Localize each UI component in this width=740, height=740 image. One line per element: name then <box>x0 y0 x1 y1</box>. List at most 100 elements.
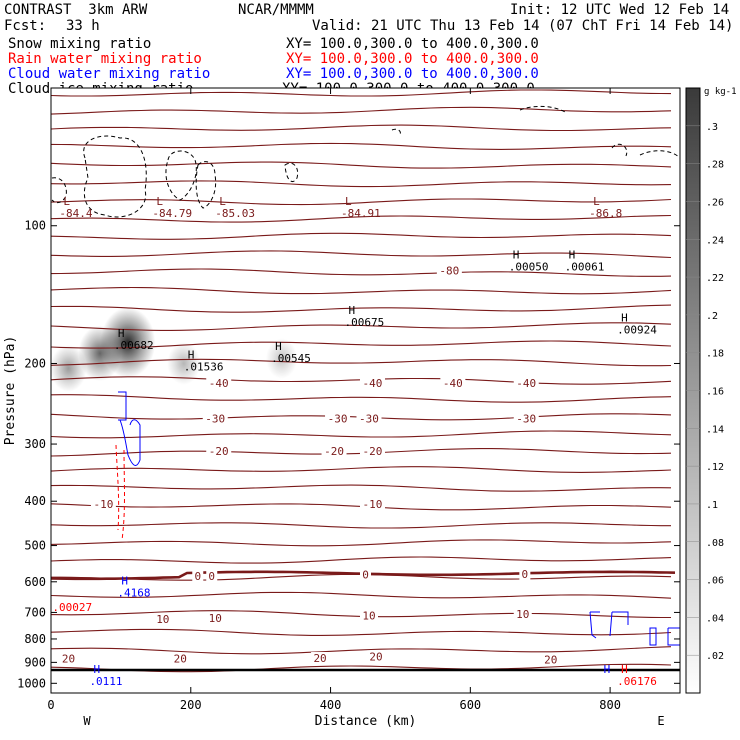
x-axis-label: Distance (km) <box>315 714 417 729</box>
colorbar-tick-label: .24 <box>706 235 724 246</box>
y-tick-label: 900 <box>24 655 46 669</box>
snow-contour <box>519 105 566 113</box>
contour-label: -40 <box>516 377 536 390</box>
snow-contour <box>165 150 197 201</box>
colorbar: .02 .04 .06 .08 .1 .12 .14 .16 .18 .2 .22 .24 .26 .28… <box>685 87 737 694</box>
contour-label: -20 <box>363 445 383 458</box>
isotherm-line <box>51 286 672 295</box>
valid-time: Valid: 21 UTC Thu 13 Feb 14 (07 ChT Fri … <box>312 18 734 34</box>
isotherm-line <box>51 89 672 97</box>
x-tick-label: 600 <box>459 698 481 712</box>
colorbar-tick-label: .16 <box>706 387 724 398</box>
colorbar-tick-label: .04 <box>706 613 724 624</box>
contour-label-bg <box>206 444 232 457</box>
contour-label-bg <box>325 412 351 425</box>
isotherm-line <box>51 663 672 673</box>
extremum-value: -84.4 <box>59 207 92 220</box>
colorbar-tick-label: .26 <box>706 197 724 208</box>
extremum-marker: H <box>569 249 576 262</box>
field-xy-cloud-water: XY= 100.0,300.0 to 400.0,300.0 <box>286 66 539 82</box>
isotherm-line <box>51 142 672 150</box>
extremum-marker: H <box>93 663 100 676</box>
model-title: CONTRAST 3km ARW <box>4 2 148 18</box>
extremum-marker: H <box>349 304 356 317</box>
y-tick-label: 1000 <box>17 676 46 690</box>
plot-frame <box>50 87 681 694</box>
isotherm-line <box>51 522 671 529</box>
colorbar-tick-label: .2 <box>706 311 718 322</box>
plot-background <box>51 88 680 693</box>
isotherm-line <box>51 430 672 439</box>
colorbar-unit: g kg-1 <box>704 87 737 97</box>
contour-label-bg <box>359 377 385 390</box>
snow-shade <box>167 342 201 385</box>
contour-label-bg <box>171 652 190 665</box>
colorbar-tick-label: .18 <box>706 349 724 360</box>
contour-label: 20 <box>369 650 382 663</box>
snow-shading <box>51 307 298 392</box>
contour-label: -40 <box>209 377 229 390</box>
contour-label-bg <box>59 652 78 665</box>
contour-label-bg <box>513 412 539 425</box>
extremum-marker: L <box>345 195 352 208</box>
isotherm-line <box>51 484 672 492</box>
contour-label: 10 <box>516 608 529 621</box>
extremum-value: .0111 <box>89 675 122 688</box>
contour-label-bg <box>359 498 385 511</box>
extremum-marker: H <box>275 340 282 353</box>
field-xy-rain: XY= 100.0,300.0 to 400.0,300.0 <box>286 51 539 67</box>
isotherm-line <box>51 466 672 473</box>
contour-labels: -80 -40 -40 -40 -40 -30 -30 -30 -30 -20 -20 -20 -10 -… <box>59 264 560 667</box>
snow-contour <box>83 135 147 218</box>
colorbar-tick-label: .12 <box>706 462 724 473</box>
rain-contour <box>121 449 125 541</box>
contour-label-bg <box>192 569 204 582</box>
y-tick-label: 600 <box>24 575 46 589</box>
field-label-snow: Snow mixing ratio <box>8 36 152 52</box>
contour-label-bg <box>541 653 560 666</box>
isotherm-line <box>51 646 672 655</box>
extremum-value: -84.79 <box>152 207 192 220</box>
extremum-value: .00682 <box>114 339 154 352</box>
field-xy-snow: XY= 100.0,300.0 to 400.0,300.0 <box>286 36 539 52</box>
x-tick-label: 400 <box>320 698 342 712</box>
extremum-value: .06176 <box>617 675 657 688</box>
east-endpoint-label: E <box>657 714 664 728</box>
contour-label-bg <box>366 650 385 663</box>
contour-label: -10 <box>93 498 113 511</box>
colorbar-tick-label: .02 <box>706 651 724 662</box>
west-endpoint-label: W <box>83 714 91 728</box>
extremum-marker: H <box>621 312 628 325</box>
contour-label: 20 <box>544 654 557 667</box>
extremum-value: .00050 <box>509 261 549 274</box>
isotherm-line <box>51 106 672 115</box>
y-tick-label: 500 <box>24 539 46 553</box>
extremum-marker: L <box>63 195 70 208</box>
contour-label: 0 <box>208 570 215 583</box>
isotherm-line <box>51 340 672 349</box>
isotherm-line <box>51 180 672 188</box>
isotherm-line <box>51 539 672 547</box>
y-tick-label: 400 <box>24 494 46 508</box>
isotherm-line <box>51 198 672 206</box>
extremum-marker: H <box>118 327 125 340</box>
contour-label: 20 <box>62 653 75 666</box>
contour-label-bg <box>356 412 382 425</box>
contour-label: -30 <box>359 412 379 425</box>
contour-label-bg <box>206 569 218 582</box>
extremum-marker: H <box>604 663 611 676</box>
contour-label: 20 <box>174 653 187 666</box>
extremum-value: .00675 <box>345 316 385 329</box>
contour-label: -80 <box>439 265 459 278</box>
isotherm-line <box>51 304 672 313</box>
isotherm-line <box>51 556 672 564</box>
isotherm-line <box>51 161 672 169</box>
isotherm-line <box>51 232 672 240</box>
isotherm-line <box>51 358 672 367</box>
contour-label: -40 <box>443 377 463 390</box>
cloud-water-contour <box>589 611 600 639</box>
contour-label: 20 <box>313 652 326 665</box>
isotherm-line <box>51 250 672 259</box>
